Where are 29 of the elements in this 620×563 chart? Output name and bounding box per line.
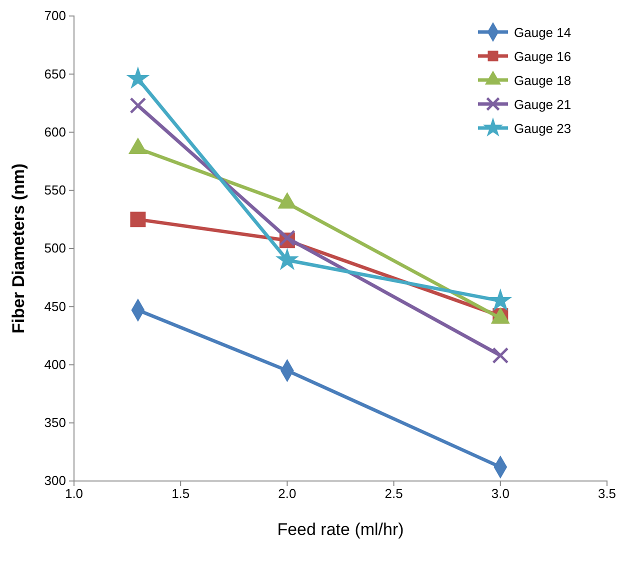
legend-label: Gauge 16 bbox=[514, 49, 572, 64]
y-tick-label: 700 bbox=[44, 8, 66, 24]
y-tick-label: 600 bbox=[44, 124, 66, 140]
point bbox=[130, 97, 146, 114]
y-axis-title: Fiber Diameters (nm) bbox=[9, 163, 28, 334]
point bbox=[276, 248, 298, 270]
y-tick-label: 300 bbox=[44, 473, 66, 488]
point bbox=[127, 68, 149, 88]
y-tick-label: 350 bbox=[44, 415, 66, 430]
y-tick-label: 550 bbox=[44, 182, 66, 198]
y-tick-label: 650 bbox=[44, 66, 66, 82]
x-tick-label: 2.5 bbox=[384, 486, 403, 502]
point bbox=[490, 290, 512, 310]
x-axis-title: Feed rate (ml/hr) bbox=[277, 520, 404, 539]
y-tick-label: 400 bbox=[44, 356, 66, 372]
legend-label: Gauge 14 bbox=[514, 25, 572, 40]
x-tick-label: 1.5 bbox=[172, 486, 190, 502]
legend-label: Gauge 18 bbox=[514, 73, 572, 88]
x-tick-label: 3.5 bbox=[598, 486, 616, 502]
y-tick-label: 450 bbox=[44, 298, 66, 314]
point bbox=[130, 212, 146, 228]
y-tick-label: 500 bbox=[44, 240, 66, 256]
x-tick-label: 1.0 bbox=[64, 486, 84, 502]
point bbox=[278, 230, 296, 246]
x-tick-label: 2.0 bbox=[278, 486, 296, 502]
legend-label: Gauge 21 bbox=[514, 97, 572, 112]
x-tick-label: 3.0 bbox=[491, 486, 510, 502]
legend-label: Gauge 23 bbox=[514, 121, 572, 136]
point bbox=[492, 347, 509, 364]
